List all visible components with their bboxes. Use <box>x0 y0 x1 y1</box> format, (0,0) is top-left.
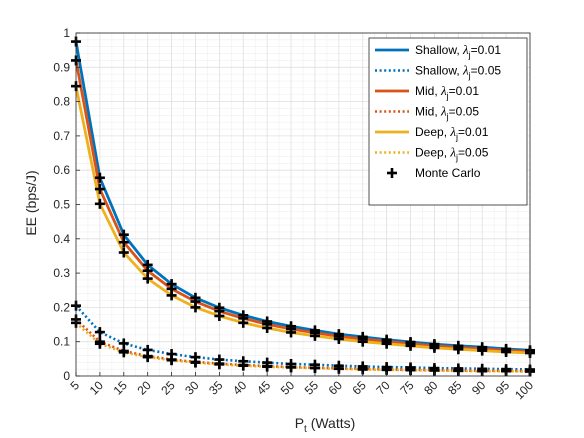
monte-carlo-marker <box>142 273 153 284</box>
monte-carlo-marker <box>477 345 488 356</box>
legend-label-4: Deep, λj=0.01 <box>415 124 489 142</box>
monte-carlo-marker <box>333 333 344 344</box>
x-axis-label-sub: t <box>304 424 307 435</box>
legend-label-3: Mid, λj=0.05 <box>415 104 479 122</box>
monte-carlo-marker <box>94 327 105 338</box>
monte-carlo-marker <box>166 355 177 366</box>
monte-carlo-marker <box>501 346 512 357</box>
monte-carlo-marker <box>94 338 105 349</box>
monte-carlo-marker <box>94 198 105 209</box>
legend-label-monte-carlo: Monte Carlo <box>415 166 481 180</box>
monte-carlo-marker <box>118 247 129 258</box>
monte-carlo-marker <box>309 330 320 341</box>
monte-carlo-marker <box>142 352 153 363</box>
monte-carlo-marker <box>118 347 129 358</box>
monte-carlo-marker <box>429 342 440 353</box>
y-tick-label: 0.9 <box>53 60 70 74</box>
legend-label-2: Mid, λj=0.01 <box>415 83 479 101</box>
legend: Shallow, λj=0.01 Shallow, λj=0.05 Mid, λj=… <box>368 37 528 206</box>
x-axis-label-main: P <box>295 415 304 431</box>
monte-carlo-marker <box>309 363 320 374</box>
legend-label-5: Deep, λj=0.05 <box>415 145 489 163</box>
monte-carlo-marker <box>381 338 392 349</box>
y-axis-label: EE (bps/J) <box>23 170 39 235</box>
legend-label-1: Shallow, λj=0.05 <box>415 63 501 81</box>
monte-carlo-marker <box>262 361 273 372</box>
legend-label-0: Shallow, λj=0.01 <box>415 42 501 60</box>
monte-carlo-marker <box>286 327 297 338</box>
monte-carlo-marker <box>166 290 177 301</box>
monte-carlo-marker <box>357 336 368 347</box>
y-tick-label: 0.5 <box>53 198 70 212</box>
x-axis-label: Pt (Watts) <box>295 415 356 435</box>
y-tick-label: 0.3 <box>53 266 70 280</box>
y-tick-label: 1 <box>63 26 70 40</box>
monte-carlo-marker <box>238 360 249 371</box>
x-axis-label-unit: (Watts) <box>307 415 355 431</box>
y-tick-label: 0.1 <box>53 335 70 349</box>
monte-carlo-marker <box>238 317 249 328</box>
monte-carlo-marker <box>405 340 416 351</box>
y-tick-label: 0.4 <box>53 232 70 246</box>
y-tick-label: 0.6 <box>53 163 70 177</box>
monte-carlo-marker <box>94 172 105 183</box>
monte-carlo-marker <box>286 362 297 373</box>
monte-carlo-marker <box>214 359 225 370</box>
y-tick-label: 0.2 <box>53 300 70 314</box>
monte-carlo-marker <box>214 310 225 321</box>
monte-carlo-marker <box>262 322 273 333</box>
y-tick-label: 0.7 <box>53 129 70 143</box>
monte-carlo-marker <box>118 237 129 248</box>
monte-carlo-marker <box>94 184 105 195</box>
y-tick-label: 0.8 <box>53 95 70 109</box>
legend-swatch-monte-carlo <box>387 168 397 178</box>
y-tick-label: 0 <box>63 369 70 383</box>
monte-carlo-marker <box>190 302 201 313</box>
legend-box <box>368 37 528 206</box>
monte-carlo-marker <box>453 344 464 355</box>
monte-carlo-marker <box>190 357 201 368</box>
